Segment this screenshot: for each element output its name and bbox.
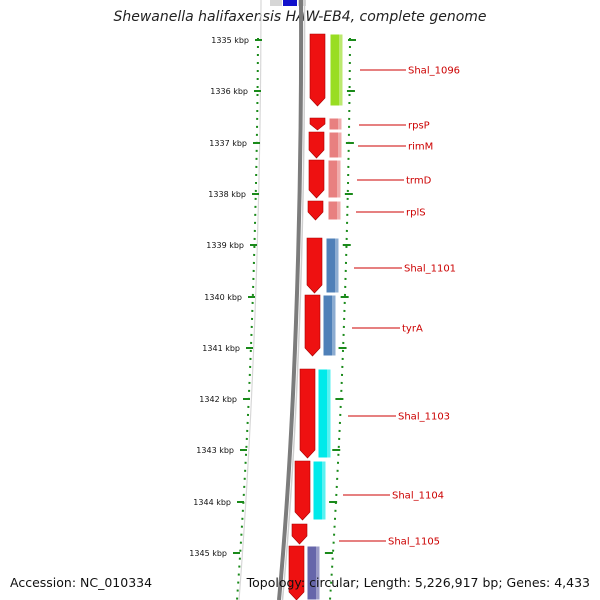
gene-label: rimM (408, 142, 433, 153)
strand-arrow (288, 545, 305, 600)
scale-ticks: 1335 kbp 1336 kbp 1337 kbp 1338 kbp 1339 kbp… (189, 36, 356, 558)
strand-arrow (308, 159, 325, 199)
gene-feature-highlight (338, 132, 342, 158)
scale-tick-label: 1340 kbp (204, 293, 242, 302)
gene-feature-box (327, 159, 342, 199)
strand-arrow (291, 523, 308, 545)
gene-feature-highlight (335, 238, 339, 293)
scale-tick-label: 1341 kbp (202, 344, 240, 353)
strand-arrow (309, 33, 326, 107)
gene-feature-highlight (337, 201, 341, 220)
scale-tick-label: 1338 kbp (208, 190, 246, 199)
gene-feature-highlight (322, 461, 326, 520)
gene-feature-highlight (316, 546, 320, 600)
gene-label: trmD (406, 176, 432, 187)
scale-dotted-line (236, 37, 351, 600)
gene-feature-box (329, 33, 344, 107)
scale-tick-label: 1343 kbp (196, 446, 234, 455)
gene-feature-box (325, 237, 340, 294)
scale-tick-label: 1335 kbp (211, 36, 249, 45)
strand-arrow (304, 294, 321, 357)
genome-backbone (238, 0, 306, 600)
scale-tick-label: 1337 kbp (209, 139, 247, 148)
gene-feature-box (306, 545, 321, 600)
gene-feature-box (327, 200, 342, 221)
gene-feature-highlight (337, 160, 341, 198)
gene-label: rplS (406, 208, 426, 219)
gene-feature-highlight (332, 295, 336, 356)
strand-arrow (299, 368, 316, 459)
gene-feature-highlight (338, 118, 342, 130)
gene-feature-box (322, 294, 337, 357)
gene-feature-box (328, 117, 343, 131)
scale-tick-label: 1342 kbp (199, 395, 237, 404)
gene-label: tyrA (402, 324, 423, 335)
strand-arrow (306, 237, 323, 294)
scale-tick-label: 1344 kbp (193, 498, 231, 507)
gene-feature-box (312, 460, 327, 521)
topology-text: Topology: circular; Length: 5,226,917 bp… (246, 575, 590, 590)
scale-tick-label: 1339 kbp (206, 241, 244, 250)
gene-label: rpsP (408, 121, 430, 132)
strand-arrow (307, 200, 324, 221)
gene-feature-highlight (339, 34, 343, 106)
gene-feature-highlight (327, 369, 331, 458)
gene-feature-box (317, 368, 332, 459)
gene-feature-box (328, 131, 343, 159)
scale-tick-label: 1345 kbp (189, 549, 227, 558)
gene-label: Shal_1104 (392, 491, 444, 502)
strand-arrow (309, 117, 326, 131)
accession-text: Accession: NC_010334 (10, 575, 153, 590)
scale-tick-label: 1336 kbp (210, 87, 248, 96)
strand-arrow (308, 131, 325, 159)
gene-label: Shal_1103 (398, 412, 450, 423)
gene-label: Shal_1105 (388, 537, 440, 548)
gene-labels: Shal_1096 rpsP rimM trmD rplS Shal_1101 tyrA Sh… (339, 66, 460, 548)
gene-features (288, 33, 344, 600)
strand-arrow (294, 460, 311, 521)
gene-label: Shal_1101 (404, 264, 456, 275)
gene-label: Shal_1096 (408, 66, 460, 77)
